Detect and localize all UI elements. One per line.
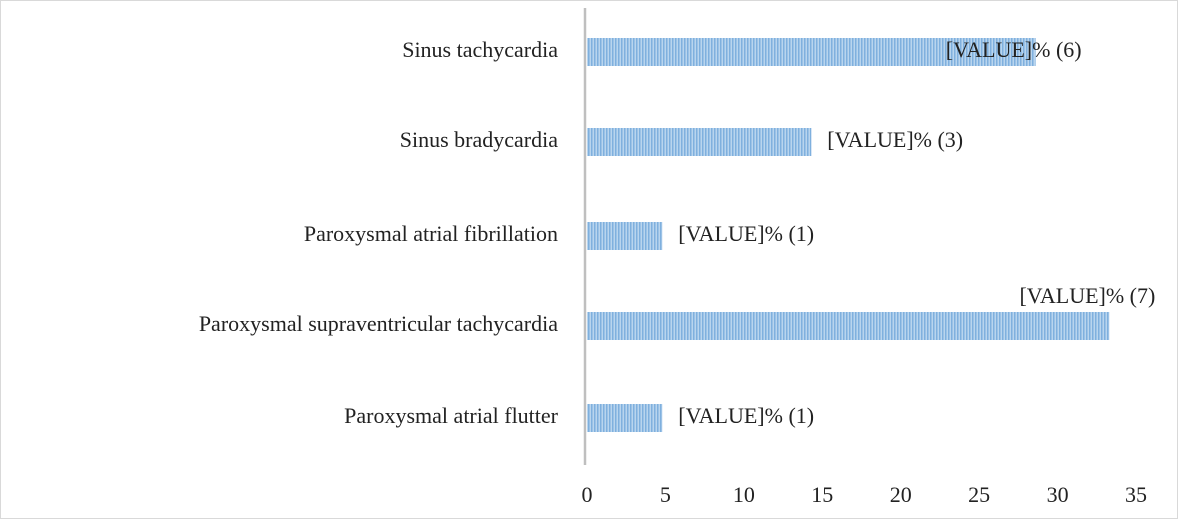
data-label: [VALUE]% (6) (946, 37, 1082, 62)
x-tick-label: 25 (968, 482, 990, 507)
y-tick-label: Sinus tachycardia (402, 37, 558, 62)
bar (587, 312, 1110, 340)
y-tick-label: Paroxysmal supraventricular tachycardia (199, 311, 558, 336)
x-tick-label: 20 (890, 482, 912, 507)
y-tick-label: Paroxysmal atrial fibrillation (304, 221, 558, 246)
data-label: [VALUE]% (7) (1019, 283, 1155, 308)
x-tick-label: 35 (1125, 482, 1147, 507)
bar (587, 222, 663, 250)
y-tick-label: Sinus bradycardia (400, 127, 558, 152)
data-label: [VALUE]% (1) (678, 403, 814, 428)
bar (587, 404, 663, 432)
y-tick-label: Paroxysmal atrial flutter (344, 403, 558, 428)
x-tick-label: 30 (1047, 482, 1069, 507)
bar (587, 128, 812, 156)
data-label: [VALUE]% (1) (678, 221, 814, 246)
bar (587, 38, 1036, 66)
x-tick-label: 15 (811, 482, 833, 507)
x-tick-label: 0 (582, 482, 593, 507)
data-label: [VALUE]% (3) (827, 127, 963, 152)
x-tick-label: 5 (660, 482, 671, 507)
x-tick-label: 10 (733, 482, 755, 507)
